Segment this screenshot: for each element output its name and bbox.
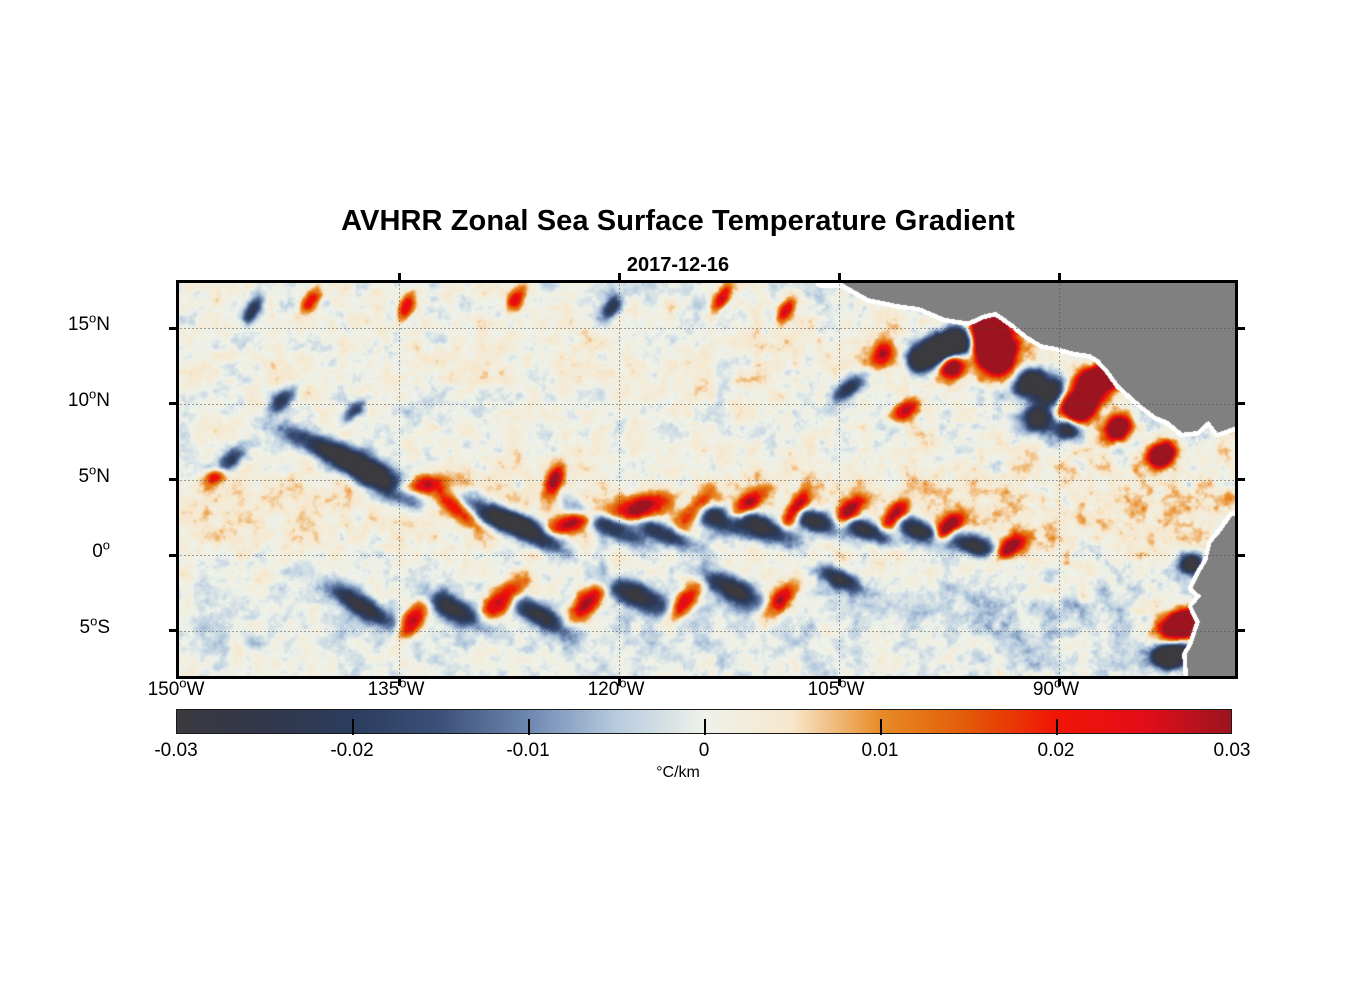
axis-tick-mark bbox=[1057, 273, 1061, 283]
x-axis-tick-label: 105oW bbox=[807, 675, 865, 700]
y-axis-tick-label: 5oS bbox=[79, 613, 111, 638]
gridline-horizontal bbox=[179, 480, 1235, 481]
x-axis-tick-label: 150oW bbox=[147, 675, 205, 700]
colorbar bbox=[176, 709, 1232, 735]
colorbar-tick-label: -0.01 bbox=[506, 740, 550, 761]
colorbar-tick bbox=[528, 719, 530, 735]
colorbar-tick-label: 0.01 bbox=[861, 740, 899, 761]
y-axis-tick-label: 0o bbox=[92, 537, 110, 563]
colorbar-tick bbox=[704, 719, 706, 735]
axis-tick-mark bbox=[169, 326, 179, 330]
map-plot-area bbox=[169, 273, 1245, 686]
colorbar-tick-label: 0 bbox=[698, 740, 710, 761]
axis-tick-mark bbox=[1235, 402, 1245, 406]
axis-tick-mark bbox=[169, 402, 179, 406]
axis-tick-mark bbox=[1057, 676, 1061, 686]
colorbar-tick-label: 0.03 bbox=[1213, 740, 1251, 761]
axis-tick-mark bbox=[169, 553, 179, 557]
axis-tick-mark bbox=[1235, 553, 1245, 557]
axis-tick-mark bbox=[397, 273, 401, 283]
gridline-horizontal bbox=[179, 631, 1235, 632]
y-axis-tick-label: 5oN bbox=[78, 462, 110, 487]
colorbar-tick bbox=[1056, 719, 1058, 735]
colorbar-tick-label: -0.02 bbox=[330, 740, 374, 761]
gridline-horizontal bbox=[179, 404, 1235, 405]
gridline-horizontal bbox=[179, 555, 1235, 556]
y-axis-tick-label: 10oN bbox=[67, 386, 110, 411]
axis-tick-mark bbox=[1235, 629, 1245, 633]
x-axis-tick-label: 135oW bbox=[367, 675, 425, 700]
colorbar-tick bbox=[352, 719, 354, 735]
colorbar-tick-label: -0.03 bbox=[154, 740, 198, 761]
colorbar-unit-label: °C/km bbox=[656, 764, 700, 781]
x-axis-tick-label: 120oW bbox=[587, 675, 645, 700]
axis-tick-mark bbox=[617, 273, 621, 283]
axis-tick-mark bbox=[837, 273, 841, 283]
gridline-vertical bbox=[1059, 283, 1060, 676]
gridline-horizontal bbox=[179, 328, 1235, 329]
figure-subtitle: 2017-12-16 bbox=[626, 254, 730, 276]
gridline-vertical bbox=[399, 283, 400, 676]
colorbar-tick-label: 0.02 bbox=[1037, 740, 1075, 761]
axis-tick-mark bbox=[169, 478, 179, 481]
axis-tick-mark bbox=[397, 676, 401, 686]
axis-tick-mark bbox=[169, 629, 179, 633]
page-title: AVHRR Zonal Sea Surface Temperature Grad… bbox=[341, 205, 1015, 237]
axis-tick-mark bbox=[837, 676, 841, 686]
colorbar-tick bbox=[880, 719, 882, 735]
gridline-vertical bbox=[839, 283, 840, 676]
gridline-vertical bbox=[619, 283, 620, 676]
axis-tick-mark bbox=[1235, 478, 1245, 481]
x-axis-tick-label: 90oW bbox=[1032, 675, 1080, 700]
axis-tick-mark bbox=[617, 676, 621, 686]
axis-tick-mark bbox=[1235, 326, 1245, 330]
y-axis-tick-label: 15oN bbox=[67, 311, 110, 336]
